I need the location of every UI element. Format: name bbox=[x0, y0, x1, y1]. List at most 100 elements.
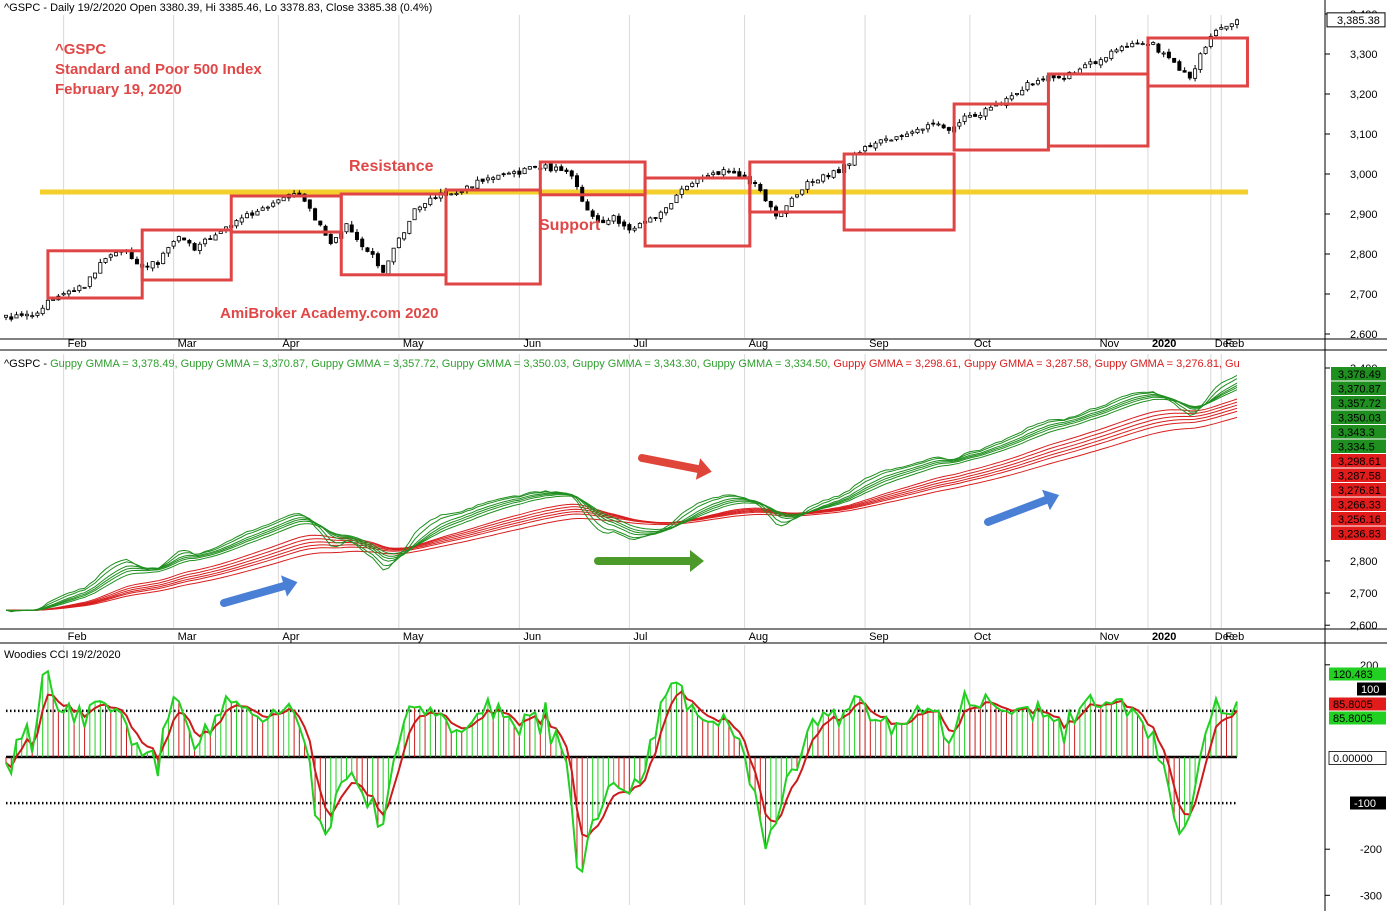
candle-body bbox=[77, 285, 82, 291]
candle-body bbox=[601, 219, 606, 224]
chart-annotation: ^GSPC bbox=[55, 41, 106, 58]
range-box bbox=[1146, 36, 1249, 88]
candle-body bbox=[920, 128, 925, 131]
range-box bbox=[140, 228, 233, 282]
candle-body bbox=[847, 163, 852, 166]
candle-body bbox=[664, 207, 669, 214]
candle-body bbox=[1114, 49, 1119, 53]
candle-body bbox=[114, 252, 119, 257]
candle-body bbox=[255, 210, 260, 216]
gmma-value-box bbox=[1331, 425, 1386, 439]
candle-body bbox=[543, 164, 548, 169]
candle-body bbox=[585, 201, 590, 211]
chart-annotation: Standard and Poor 500 Index bbox=[55, 61, 262, 78]
cci-value-box bbox=[1350, 796, 1386, 810]
candle-body bbox=[318, 220, 323, 226]
candle-body bbox=[360, 238, 365, 248]
candle-body bbox=[559, 166, 564, 171]
candle-body bbox=[208, 238, 213, 240]
candle-body bbox=[485, 177, 490, 181]
green-arrow bbox=[594, 550, 704, 572]
month-label: Apr bbox=[282, 631, 299, 643]
gmma-short-line bbox=[5, 382, 1238, 612]
month-label: Oct bbox=[974, 631, 991, 643]
candle-body bbox=[574, 175, 579, 188]
candle-body bbox=[1035, 80, 1040, 85]
candle-body bbox=[302, 193, 307, 202]
blue-arrow-head bbox=[281, 575, 298, 597]
support-label: Support bbox=[539, 217, 601, 234]
candle-body bbox=[946, 127, 951, 131]
candle-body bbox=[904, 133, 909, 137]
month-label: Feb bbox=[68, 631, 87, 643]
gmma-header-item: Guppy GMMA = 3,357.72, bbox=[311, 358, 442, 370]
candle-body bbox=[475, 179, 480, 189]
gmma-value-box bbox=[1331, 410, 1386, 424]
candle-body bbox=[554, 166, 559, 171]
price-axis-label: 2,900 bbox=[1350, 209, 1378, 221]
gmma-value-label: 3,276.81 bbox=[1338, 485, 1381, 497]
candle-body bbox=[962, 115, 967, 122]
candle-body bbox=[758, 184, 763, 192]
candle-body bbox=[313, 208, 318, 221]
gmma-value-label: 3,287.58 bbox=[1338, 471, 1381, 483]
candle-body bbox=[1193, 68, 1198, 79]
cci-pane-header: Woodies CCI 19/2/2020 bbox=[4, 649, 121, 661]
candle-body bbox=[595, 215, 600, 222]
candle-body bbox=[244, 213, 249, 219]
gmma-value-label: 3,357.72 bbox=[1338, 398, 1381, 410]
candle-body bbox=[51, 299, 56, 301]
candle-body bbox=[1214, 29, 1219, 37]
candle-body bbox=[658, 211, 663, 219]
candle-body bbox=[423, 203, 428, 208]
candle-body bbox=[1098, 59, 1103, 66]
gmma-value-label: 3,370.87 bbox=[1338, 384, 1381, 396]
candle-body bbox=[1119, 46, 1124, 51]
candle-body bbox=[1182, 70, 1187, 73]
candle-body bbox=[653, 217, 658, 219]
price-axis-label: 3,300 bbox=[1350, 49, 1378, 61]
candle-body bbox=[470, 186, 475, 189]
candle-body bbox=[82, 286, 87, 289]
month-label: Apr bbox=[282, 338, 299, 350]
candle-body bbox=[1093, 61, 1098, 65]
candle-body bbox=[24, 313, 29, 317]
month-label: Jun bbox=[523, 631, 541, 643]
candle-body bbox=[1219, 27, 1224, 30]
candle-body bbox=[391, 247, 396, 263]
candle-body bbox=[1056, 75, 1061, 79]
candle-body bbox=[449, 193, 454, 196]
candle-body bbox=[381, 264, 386, 273]
candle-body bbox=[590, 210, 595, 217]
gmma-value-label: 3,256.16 bbox=[1338, 514, 1381, 526]
blue-arrow-shaft bbox=[220, 582, 288, 607]
candle-body bbox=[768, 201, 773, 208]
candle-body bbox=[134, 258, 139, 265]
gmma-value-label: 3,236.83 bbox=[1338, 529, 1381, 541]
candle-body bbox=[669, 203, 674, 210]
candle-body bbox=[868, 145, 873, 148]
candle-body bbox=[784, 205, 789, 215]
candle-body bbox=[496, 174, 501, 180]
candle-body bbox=[936, 123, 941, 126]
candle-body bbox=[354, 231, 359, 240]
candle-body bbox=[187, 240, 192, 244]
candle-body bbox=[1229, 23, 1234, 27]
gmma-short-line bbox=[5, 374, 1238, 613]
month-label: 2020 bbox=[1152, 631, 1176, 643]
month-label: Mar bbox=[178, 631, 197, 643]
candle-body bbox=[569, 170, 574, 177]
cci-fast-line bbox=[5, 669, 1238, 874]
candle-body bbox=[873, 142, 878, 149]
candle-body bbox=[166, 247, 171, 254]
candle-body bbox=[1161, 52, 1166, 55]
range-box bbox=[748, 160, 846, 214]
candle-body bbox=[884, 138, 889, 141]
candle-body bbox=[234, 220, 239, 227]
candle-body bbox=[260, 207, 265, 211]
candle-body bbox=[454, 192, 459, 195]
cci-value-box bbox=[1329, 711, 1386, 725]
candle-body bbox=[1062, 77, 1067, 80]
cci-value-box bbox=[1357, 682, 1386, 696]
candle-body bbox=[753, 181, 758, 184]
